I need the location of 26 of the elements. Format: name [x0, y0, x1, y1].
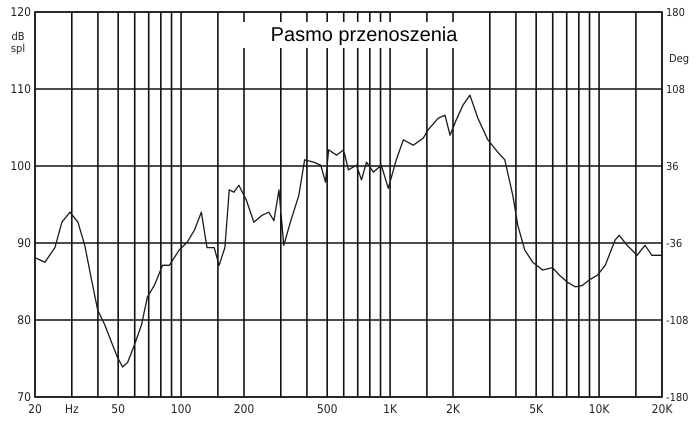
text: Pasmo przenoszenia [270, 24, 458, 46]
y2-tick-label: 36 [666, 160, 679, 173]
x-tick-label: 50 [111, 402, 126, 416]
x-tick-label: 10K [588, 402, 610, 416]
y-tick-label: 70 [17, 390, 32, 404]
y-tick-label: 120 [10, 5, 32, 20]
x-tick-label: Hz [64, 402, 80, 416]
x-tick-label: 100 [170, 402, 192, 416]
x-tick-label: 20 [28, 402, 42, 416]
x-tick-label: 20K [652, 402, 674, 416]
y2-tick-label: -36 [666, 236, 682, 250]
y-tick-label: 100 [10, 159, 32, 174]
y2-tick-label: -180 [666, 390, 688, 404]
x-tick-label: 200 [234, 402, 254, 416]
x-tick-label: 5K [529, 402, 544, 416]
x-tick-label: 500 [316, 402, 338, 416]
y-tick-label: 90 [17, 236, 32, 250]
x-tick-label: 1K [383, 402, 398, 416]
y2-tick-label: 180 [666, 6, 685, 19]
x-tick-label: 2K [446, 402, 461, 416]
y2-tick-label: -108 [666, 314, 688, 327]
y-tick-label: 110 [10, 82, 32, 96]
y-axis-title: dB spl [10, 30, 26, 55]
y2-tick-label: 108 [666, 82, 685, 96]
y-tick-label: 80 [17, 313, 32, 328]
y2-axis-title: Deg [669, 52, 689, 65]
